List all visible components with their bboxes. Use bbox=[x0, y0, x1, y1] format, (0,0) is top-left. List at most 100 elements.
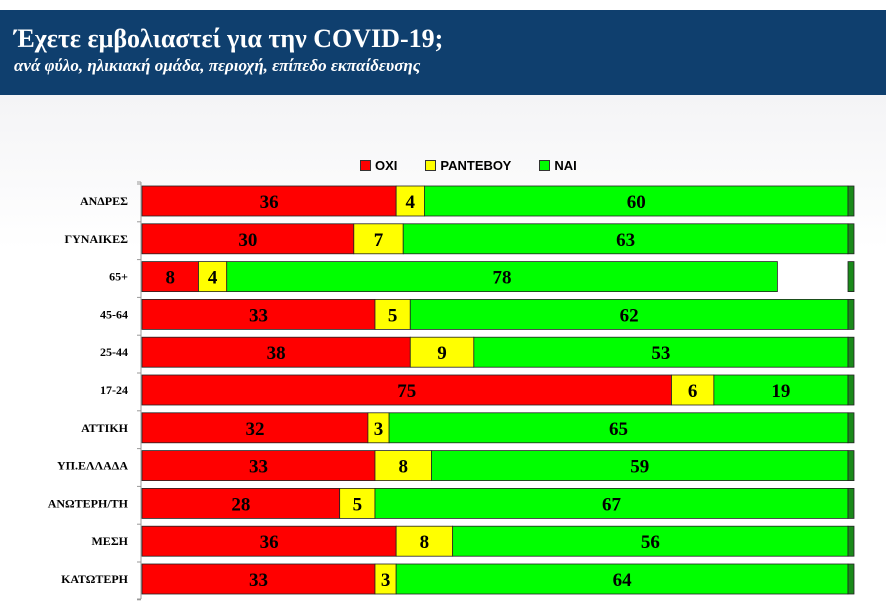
legend-swatch-no bbox=[360, 159, 371, 171]
bar-segment-yes bbox=[374, 487, 849, 519]
bar-segment-appointment bbox=[353, 223, 404, 255]
legend-item-yes: ΝΑΙ bbox=[539, 157, 577, 173]
value-label-appointment: 9 bbox=[437, 343, 447, 364]
value-label-no: 36 bbox=[260, 192, 279, 213]
bar-row: ΑΤΤΙΚΗ 32 3 65 bbox=[81, 412, 855, 444]
legend: ΟΧΙ ΡΑΝΤΕΒΟΥ ΝΑΙ bbox=[360, 156, 577, 174]
bar-segment-appointment bbox=[374, 298, 411, 330]
bar-row: 45-64 33 5 62 bbox=[100, 298, 855, 330]
value-label-yes: 78 bbox=[493, 268, 512, 289]
bar-segment-yes bbox=[226, 261, 778, 293]
value-label-no: 36 bbox=[260, 532, 279, 553]
bar-end-cap bbox=[847, 374, 855, 406]
category-label: 25-44 bbox=[100, 345, 128, 359]
value-label-no: 33 bbox=[249, 457, 268, 478]
bar-segment-no bbox=[141, 261, 199, 293]
bar-end-cap bbox=[847, 563, 855, 595]
chart-title: Έχετε εμβολιαστεί για την COVID-19; bbox=[14, 24, 444, 53]
value-label-no: 30 bbox=[238, 230, 257, 251]
legend-item-no: ΟΧΙ bbox=[360, 158, 397, 173]
bar-end-cap bbox=[847, 336, 855, 368]
bar-segment-yes bbox=[409, 298, 849, 330]
value-label-appointment: 3 bbox=[374, 419, 384, 440]
value-label-appointment: 6 bbox=[688, 381, 698, 402]
bar-segment-appointment bbox=[374, 450, 432, 482]
bar-end-cap bbox=[847, 298, 855, 330]
bar-end-cap bbox=[847, 223, 855, 255]
value-label-yes: 64 bbox=[613, 570, 633, 591]
bar-row: 65+ 8 4 78 bbox=[109, 261, 855, 293]
chart-subtitle: ανά φύλο, ηλικιακή ομάδα, περιοχή, επίπε… bbox=[14, 56, 421, 75]
value-label-yes: 67 bbox=[602, 494, 622, 515]
bar-end-cap bbox=[847, 412, 855, 444]
value-label-yes: 19 bbox=[771, 381, 790, 402]
bar-segment-no bbox=[141, 223, 355, 255]
bar-segment-no bbox=[141, 336, 411, 368]
bar-segment-no bbox=[141, 563, 376, 595]
category-label: ΑΝΔΡΕΣ bbox=[80, 194, 128, 208]
value-label-no: 8 bbox=[165, 268, 175, 289]
category-label: ΑΝΩΤΕΡΗ/ΤΗ bbox=[48, 496, 129, 510]
value-label-yes: 56 bbox=[641, 532, 660, 553]
value-label-yes: 65 bbox=[609, 419, 628, 440]
bar-segment-no bbox=[141, 298, 376, 330]
bar-row: ΓΥΝΑΙΚΕΣ 30 7 63 bbox=[65, 223, 855, 255]
bar-segment-appointment bbox=[409, 336, 475, 368]
bar-segment-yes bbox=[402, 223, 849, 255]
legend-item-appointment: ΡΑΝΤΕΒΟΥ bbox=[425, 158, 511, 173]
value-label-appointment: 5 bbox=[353, 494, 363, 515]
bar-segment-no bbox=[141, 525, 397, 557]
bar-end-cap bbox=[847, 185, 855, 217]
value-label-yes: 62 bbox=[620, 305, 639, 326]
bar-segment-yes bbox=[713, 374, 849, 406]
category-label: 65+ bbox=[109, 270, 128, 284]
value-label-appointment: 3 bbox=[381, 570, 391, 591]
bar-segment-yes bbox=[452, 525, 849, 557]
value-label-no: 32 bbox=[245, 419, 264, 440]
value-label-yes: 60 bbox=[627, 192, 646, 213]
value-label-appointment: 8 bbox=[420, 532, 430, 553]
bar-segment-yes bbox=[473, 336, 849, 368]
bar-row: ΑΝΩΤΕΡΗ/ΤΗ 28 5 67 bbox=[48, 487, 855, 519]
legend-label-yes: ΝΑΙ bbox=[554, 157, 577, 173]
bar-segment-no bbox=[141, 185, 397, 217]
value-label-no: 33 bbox=[249, 305, 268, 326]
bar-row: ΜΕΣΗ 36 8 56 bbox=[91, 525, 855, 557]
bar-segment-yes bbox=[388, 412, 849, 444]
bar-row: ΚΑΤΩΤΕΡΗ 33 3 64 bbox=[61, 563, 855, 595]
header-banner: Έχετε εμβολιαστεί για την COVID-19; ανά … bbox=[0, 0, 886, 95]
bar-segment-appointment bbox=[395, 185, 425, 217]
legend-label-appointment: ΡΑΝΤΕΒΟΥ bbox=[440, 157, 512, 173]
value-label-appointment: 5 bbox=[388, 305, 398, 326]
legend-label-no: ΟΧΙ bbox=[375, 157, 398, 173]
bar-segment-appointment bbox=[395, 525, 454, 557]
value-label-yes: 59 bbox=[630, 457, 649, 478]
bar-segment-appointment bbox=[198, 261, 228, 293]
value-label-appointment: 4 bbox=[208, 268, 218, 289]
bar-segment-appointment bbox=[339, 487, 376, 519]
legend-swatch-yes bbox=[539, 159, 551, 171]
category-label: 45-64 bbox=[100, 307, 128, 321]
value-label-no: 75 bbox=[397, 381, 416, 402]
value-label-no: 33 bbox=[249, 570, 268, 591]
bar-row: 25-44 38 9 53 bbox=[100, 336, 855, 368]
value-label-appointment: 8 bbox=[398, 457, 408, 478]
bar-end-cap bbox=[847, 525, 855, 557]
value-label-no: 38 bbox=[267, 343, 286, 364]
bar-row: 17-24 75 6 19 bbox=[100, 374, 855, 406]
category-label: 17-24 bbox=[100, 383, 128, 397]
bar-segment-yes bbox=[423, 185, 849, 217]
category-label: ΜΕΣΗ bbox=[91, 534, 128, 548]
bar-row: ΥΠ.ΕΛΛΑΔΑ 33 8 59 bbox=[57, 450, 855, 482]
value-label-no: 28 bbox=[231, 494, 250, 515]
category-label: ΑΤΤΙΚΗ bbox=[81, 421, 129, 435]
category-label: ΚΑΤΩΤΕΡΗ bbox=[61, 572, 129, 586]
value-label-appointment: 7 bbox=[374, 230, 384, 251]
bar-segment-no bbox=[141, 412, 369, 444]
value-label-yes: 53 bbox=[651, 343, 670, 364]
bar-row: ΑΝΔΡΕΣ 36 4 60 bbox=[80, 185, 855, 217]
category-label: ΓΥΝΑΙΚΕΣ bbox=[65, 232, 129, 246]
legend-swatch-appointment bbox=[425, 159, 437, 171]
bar-end-cap bbox=[847, 261, 855, 293]
